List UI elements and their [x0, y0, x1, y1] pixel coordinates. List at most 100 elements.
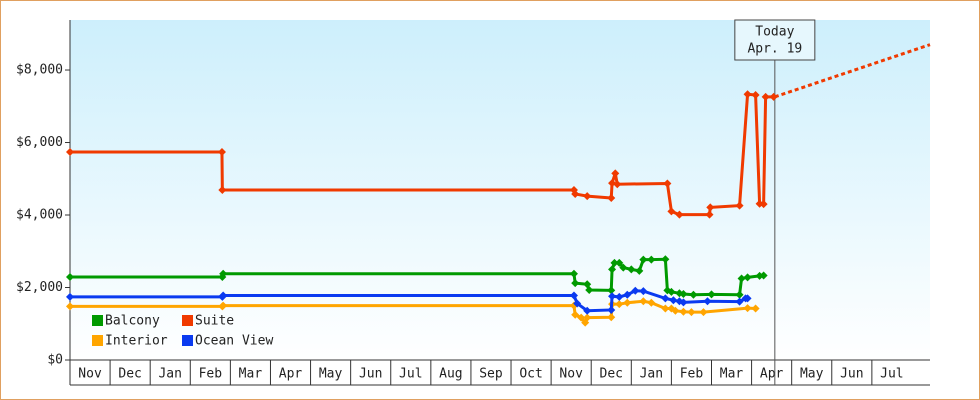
point	[761, 92, 770, 101]
legend-swatch	[92, 315, 103, 326]
point	[661, 304, 670, 313]
x-tick-label: Dec	[118, 367, 141, 382]
point	[743, 304, 752, 313]
point	[615, 300, 624, 309]
point	[669, 296, 678, 305]
point	[611, 169, 620, 178]
legend-swatch	[92, 335, 103, 346]
point	[571, 189, 580, 198]
point	[615, 292, 624, 301]
point	[619, 263, 628, 272]
point	[66, 292, 74, 301]
point	[615, 258, 624, 267]
x-tick-label: Sep	[479, 367, 503, 382]
point	[571, 279, 580, 288]
point	[631, 286, 640, 295]
x-tick-label: Feb	[680, 367, 704, 382]
point	[679, 307, 688, 316]
legend-label: Interior	[105, 334, 168, 349]
x-tick-label: May	[319, 367, 343, 382]
point	[623, 290, 632, 299]
x-tick-label: Jan	[158, 367, 181, 382]
point	[751, 91, 760, 100]
series-line	[70, 299, 756, 326]
point	[639, 287, 648, 296]
today-label: Apr. 19	[747, 42, 802, 57]
x-tick-label: Oct	[519, 367, 542, 382]
y-tick-label: $8,000	[16, 63, 63, 78]
point	[623, 298, 632, 307]
x-tick-label: Nov	[559, 367, 583, 382]
point	[743, 90, 752, 99]
point	[705, 210, 714, 219]
point	[573, 299, 582, 308]
y-tick-label: $6,000	[16, 135, 63, 150]
point	[66, 147, 74, 156]
point	[759, 271, 768, 280]
legend-label: Ocean View	[195, 334, 273, 349]
point	[743, 273, 752, 282]
point	[663, 179, 672, 188]
today-label: Today	[755, 25, 794, 40]
point	[219, 269, 228, 278]
point	[639, 297, 648, 306]
point	[769, 92, 778, 101]
point	[661, 255, 670, 264]
point	[583, 313, 592, 322]
legend-label: Suite	[195, 314, 234, 329]
point	[687, 308, 696, 317]
point	[735, 201, 744, 210]
point	[743, 294, 752, 303]
legend-label: Balcony	[105, 314, 160, 329]
x-tick-label: Aug	[439, 367, 462, 382]
x-tick-label: Jul	[399, 367, 422, 382]
point	[639, 255, 648, 264]
series-line	[70, 257, 764, 297]
point	[569, 269, 578, 278]
point	[218, 186, 227, 194]
point	[647, 255, 656, 264]
forecast-line	[774, 43, 931, 99]
legend-swatch	[182, 315, 193, 326]
x-tick-label: May	[800, 367, 824, 382]
point	[679, 298, 688, 307]
x-tick-label: Jan	[640, 367, 663, 382]
point	[699, 308, 708, 317]
point	[608, 179, 617, 188]
point	[583, 306, 592, 315]
point	[667, 207, 676, 216]
point	[607, 305, 616, 314]
point	[689, 290, 698, 299]
point	[569, 291, 578, 300]
point	[217, 147, 226, 156]
point	[607, 286, 616, 295]
point	[735, 297, 744, 306]
point	[607, 313, 616, 322]
point	[608, 265, 617, 274]
point	[66, 302, 74, 311]
point	[219, 301, 228, 310]
point	[583, 192, 592, 201]
point	[675, 210, 684, 219]
point	[627, 265, 636, 274]
x-tick-label: Mar	[720, 367, 744, 382]
point	[607, 193, 616, 202]
point	[635, 266, 644, 275]
point	[219, 291, 228, 300]
x-tick-label: Feb	[199, 367, 223, 382]
point	[703, 297, 712, 306]
point	[585, 286, 594, 295]
x-tick-label: Mar	[239, 367, 263, 382]
point	[707, 290, 716, 299]
x-tick-label: Jun	[359, 367, 382, 382]
x-tick-label: Jun	[840, 367, 863, 382]
point	[759, 200, 768, 209]
point	[613, 180, 622, 189]
point	[610, 258, 619, 267]
point	[706, 203, 715, 212]
x-tick-label: Nov	[78, 367, 102, 382]
point	[647, 298, 656, 307]
y-tick-label: $0	[47, 353, 63, 368]
point	[608, 292, 617, 301]
